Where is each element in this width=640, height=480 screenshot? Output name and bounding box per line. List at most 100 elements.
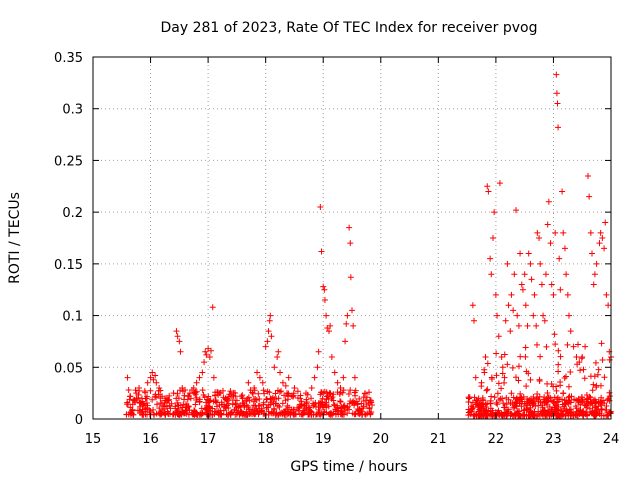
data-point	[496, 180, 503, 187]
data-point-band	[507, 410, 514, 417]
data-point-band	[128, 410, 135, 417]
data-point	[488, 271, 495, 278]
data-point	[587, 229, 594, 236]
data-point	[302, 390, 309, 397]
data-point-band	[295, 405, 302, 412]
data-point-band	[513, 400, 520, 407]
data-point	[256, 374, 263, 381]
data-point-band	[346, 406, 353, 413]
data-point-band	[590, 381, 597, 388]
data-point-band	[584, 411, 591, 418]
data-point-band	[294, 388, 301, 395]
data-point-band	[575, 395, 582, 402]
data-point	[347, 274, 354, 281]
data-point-band	[205, 393, 212, 400]
data-point-band	[269, 394, 276, 401]
data-point-band	[574, 408, 581, 415]
data-point-band	[536, 377, 543, 384]
data-point-band	[161, 402, 168, 409]
data-point	[136, 384, 143, 391]
data-point	[548, 281, 555, 288]
data-point	[210, 374, 217, 381]
data-point-band	[560, 390, 567, 397]
data-point	[515, 322, 522, 329]
data-point	[602, 219, 609, 226]
data-point-band	[484, 360, 491, 367]
y-tick-label: 0.15	[54, 258, 83, 273]
data-point	[259, 379, 266, 386]
data-point	[495, 333, 502, 340]
data-point-band	[268, 395, 275, 402]
data-point-band	[274, 387, 281, 394]
data-point-band	[318, 389, 325, 396]
data-point-band	[339, 389, 346, 396]
data-point-band	[572, 403, 579, 410]
data-point-band	[255, 390, 262, 397]
data-point	[550, 291, 557, 298]
data-point-band	[465, 395, 472, 402]
data-point	[366, 405, 373, 412]
data-point-band	[344, 403, 351, 410]
data-point	[570, 343, 577, 350]
data-point-band	[577, 401, 584, 408]
data-point	[521, 271, 528, 278]
data-point-band	[358, 408, 365, 415]
data-point-band	[250, 398, 257, 405]
data-point	[590, 281, 597, 288]
data-point	[127, 393, 134, 400]
x-tick-label: 23	[545, 432, 562, 447]
data-point-band	[530, 400, 537, 407]
data-point	[340, 374, 347, 381]
data-point	[591, 271, 598, 278]
data-point-band	[601, 374, 608, 381]
data-point-band	[515, 363, 522, 370]
data-point-band	[544, 395, 551, 402]
data-point-band	[265, 408, 272, 415]
data-point-band	[550, 399, 557, 406]
data-point	[311, 374, 318, 381]
data-point-band	[539, 409, 546, 416]
data-point-band	[264, 396, 271, 403]
axis-ticks	[92, 56, 612, 420]
data-point	[502, 317, 509, 324]
data-point	[325, 328, 332, 335]
data-point-band	[246, 411, 253, 418]
x-tick-label: 18	[257, 432, 274, 447]
data-point-band	[583, 391, 590, 398]
data-point-band	[510, 404, 517, 411]
data-point-band	[347, 387, 354, 394]
data-point-band	[306, 411, 313, 418]
data-point	[469, 302, 476, 309]
y-tick-label: 0.35	[54, 51, 83, 66]
data-point-band	[212, 408, 219, 415]
data-point	[177, 348, 184, 355]
data-point-band	[347, 398, 354, 405]
data-point	[264, 338, 271, 345]
data-point-band	[604, 412, 611, 419]
data-point-band	[493, 399, 500, 406]
data-point	[524, 322, 531, 329]
data-point	[334, 379, 341, 386]
data-point-band	[508, 390, 515, 397]
data-point-band	[266, 389, 273, 396]
data-point-band	[199, 387, 206, 394]
data-point-band	[362, 390, 369, 397]
data-point-band	[344, 410, 351, 417]
data-point	[554, 100, 561, 107]
data-point-band	[192, 389, 199, 396]
data-point	[517, 250, 524, 257]
data-point	[485, 188, 492, 195]
data-point-band	[567, 409, 574, 416]
data-point	[346, 224, 353, 231]
data-point	[579, 353, 586, 360]
data-point	[173, 328, 180, 335]
data-point-band	[284, 402, 291, 409]
data-point-band	[351, 402, 358, 409]
data-point	[351, 374, 358, 381]
data-point	[193, 379, 200, 386]
data-point	[513, 207, 520, 214]
data-point	[540, 312, 547, 319]
data-point-band	[307, 408, 314, 415]
data-point	[254, 369, 261, 376]
